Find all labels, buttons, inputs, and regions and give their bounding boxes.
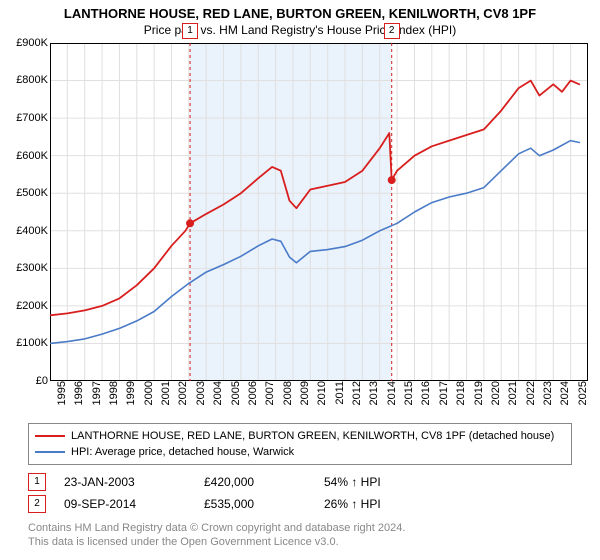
x-axis-label: 2009 xyxy=(297,381,311,405)
y-axis-label: £400K xyxy=(16,225,50,237)
legend-row: LANTHORNE HOUSE, RED LANE, BURTON GREEN,… xyxy=(35,428,565,444)
legend-label: HPI: Average price, detached house, Warw… xyxy=(71,446,294,458)
plot-area: £0£100K£200K£300K£400K£500K£600K£700K£80… xyxy=(50,43,588,381)
txn-marker-box: 2 xyxy=(28,495,46,513)
x-axis-label: 2018 xyxy=(453,381,467,405)
x-axis-label: 2008 xyxy=(280,381,294,405)
x-axis-label: 2015 xyxy=(401,381,415,405)
x-axis-label: 2004 xyxy=(210,381,224,405)
x-axis-label: 2012 xyxy=(349,381,363,405)
y-axis-label: £0 xyxy=(36,375,50,387)
legend-swatch xyxy=(35,435,65,437)
legend-label: LANTHORNE HOUSE, RED LANE, BURTON GREEN,… xyxy=(71,430,554,442)
chart-area: £0£100K£200K£300K£400K£500K£600K£700K£80… xyxy=(28,39,588,419)
x-axis-label: 2016 xyxy=(418,381,432,405)
transaction-table: 1 23-JAN-2003 £420,000 54% ↑ HPI 2 09-SE… xyxy=(28,471,572,515)
txn-pct: 26% ↑ HPI xyxy=(324,497,464,511)
x-axis-label: 2020 xyxy=(488,381,502,405)
y-axis-label: £600K xyxy=(16,150,50,162)
event-marker: 2 xyxy=(384,23,400,39)
footer-line: This data is licensed under the Open Gov… xyxy=(28,535,572,549)
x-axis-label: 1998 xyxy=(106,381,120,405)
txn-price: £420,000 xyxy=(204,475,324,489)
x-axis-label: 2005 xyxy=(228,381,242,405)
chart-subtitle: Price paid vs. HM Land Registry's House … xyxy=(0,23,600,39)
transaction-row: 1 23-JAN-2003 £420,000 54% ↑ HPI xyxy=(28,471,572,493)
x-axis-label: 2011 xyxy=(332,381,346,405)
y-axis-label: £800K xyxy=(16,74,50,86)
legend-row: HPI: Average price, detached house, Warw… xyxy=(35,444,565,460)
x-axis-label: 2024 xyxy=(557,381,571,405)
event-marker: 1 xyxy=(182,23,198,39)
x-axis-label: 2022 xyxy=(523,381,537,405)
y-axis-label: £500K xyxy=(16,187,50,199)
footer: Contains HM Land Registry data © Crown c… xyxy=(28,521,572,550)
x-axis-label: 1999 xyxy=(123,381,137,405)
txn-date: 23-JAN-2003 xyxy=(64,475,204,489)
x-axis-label: 2021 xyxy=(505,381,519,405)
footer-line: Contains HM Land Registry data © Crown c… xyxy=(28,521,572,535)
y-axis-label: £900K xyxy=(16,37,50,49)
x-axis-label: 2025 xyxy=(575,381,589,405)
txn-marker-box: 1 xyxy=(28,473,46,491)
x-axis-label: 2019 xyxy=(471,381,485,405)
txn-date: 09-SEP-2014 xyxy=(64,497,204,511)
txn-price: £535,000 xyxy=(204,497,324,511)
x-axis-label: 2023 xyxy=(540,381,554,405)
y-axis-label: £300K xyxy=(16,262,50,274)
x-axis-label: 2000 xyxy=(141,381,155,405)
y-axis-label: £100K xyxy=(16,337,50,349)
x-axis-label: 2014 xyxy=(384,381,398,405)
x-axis-label: 2003 xyxy=(193,381,207,405)
legend-swatch xyxy=(35,451,65,453)
x-axis-label: 1995 xyxy=(54,381,68,405)
x-axis-label: 2006 xyxy=(245,381,259,405)
y-axis-label: £700K xyxy=(16,112,50,124)
y-axis-label: £200K xyxy=(16,300,50,312)
x-axis-label: 2013 xyxy=(366,381,380,405)
legend: LANTHORNE HOUSE, RED LANE, BURTON GREEN,… xyxy=(28,423,572,465)
x-axis-label: 1997 xyxy=(89,381,103,405)
txn-pct: 54% ↑ HPI xyxy=(324,475,464,489)
x-axis-label: 2007 xyxy=(262,381,276,405)
chart-title: LANTHORNE HOUSE, RED LANE, BURTON GREEN,… xyxy=(0,0,600,23)
plot-svg xyxy=(50,43,588,381)
x-axis-label: 2010 xyxy=(314,381,328,405)
transaction-row: 2 09-SEP-2014 £535,000 26% ↑ HPI xyxy=(28,493,572,515)
x-axis-label: 2001 xyxy=(158,381,172,405)
x-axis-label: 2002 xyxy=(175,381,189,405)
x-axis-label: 2017 xyxy=(436,381,450,405)
x-axis-label: 1996 xyxy=(71,381,85,405)
